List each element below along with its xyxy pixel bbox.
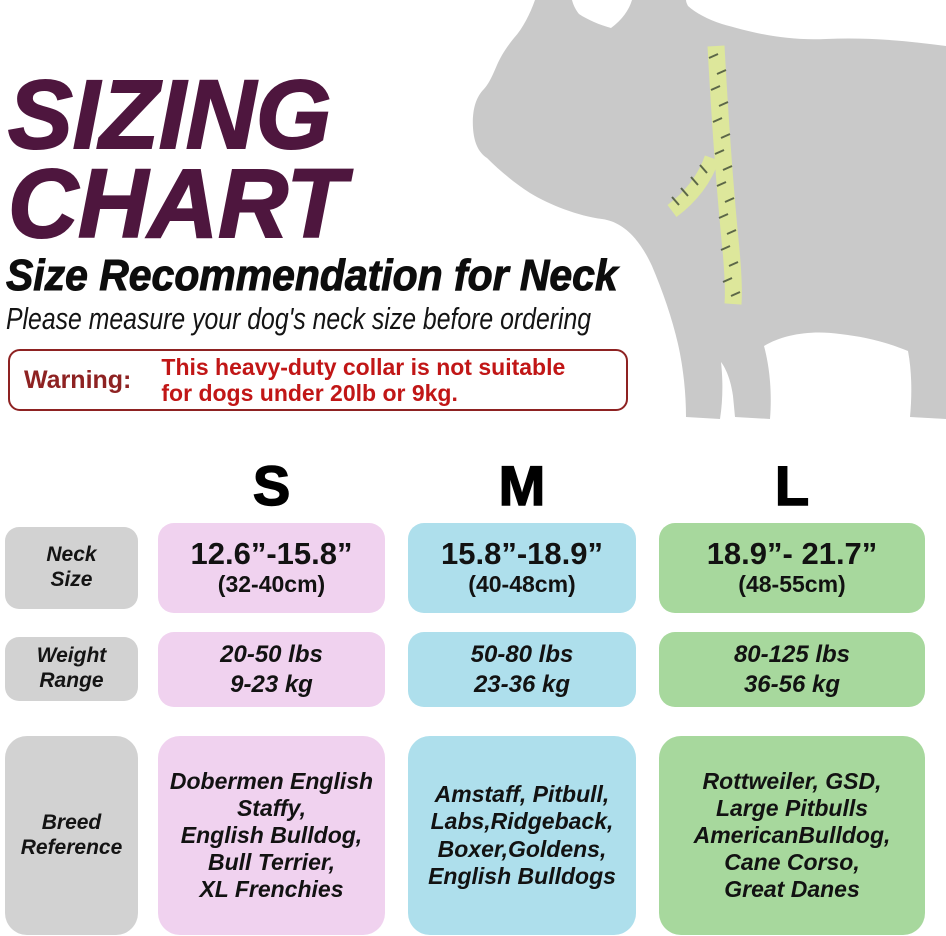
- dog-body-shape: [472, 0, 946, 419]
- breed-list-s: Dobermen English Staffy, English Bulldog…: [169, 767, 374, 903]
- column-header-m: M: [498, 453, 546, 518]
- breed-reference-row: Breed Reference Dobermen English Staffy,…: [0, 736, 946, 935]
- breed-cell-l: Rottweiler, GSD, Large Pitbulls American…: [659, 736, 925, 935]
- warning-text: This heavy-duty collar is not suitable f…: [161, 353, 566, 406]
- breed-list-l: Rottweiler, GSD, Large Pitbulls American…: [693, 767, 891, 903]
- neck-size-row: Neck Size 12.6”-15.8” (32-40cm) 15.8”-18…: [0, 523, 946, 613]
- weight-value-s: 20-50 lbs 9-23 kg: [220, 640, 323, 698]
- neck-size-cm-m: (40-48cm): [468, 571, 576, 598]
- warning-label: Warning:: [24, 365, 132, 394]
- dog-silhouette-image: [472, 0, 946, 419]
- neck-size-inches-l: 18.9”- 21.7”: [706, 535, 878, 571]
- tape-main-strip: [707, 45, 742, 305]
- weight-value-m: 50-80 lbs 23-36 kg: [470, 640, 574, 698]
- row-label-weight-range: Weight Range: [5, 637, 138, 701]
- weight-range-row: Weight Range 20-50 lbs 9-23 kg 50-80 lbs…: [0, 632, 946, 707]
- weight-value-l: 80-125 lbs 36-56 kg: [733, 640, 851, 698]
- row-label-breed-reference: Breed Reference: [5, 736, 138, 935]
- page-title: SIZING CHART: [7, 60, 347, 259]
- neck-size-inches-s: 12.6”-15.8”: [190, 535, 353, 571]
- neck-size-cell-s: 12.6”-15.8” (32-40cm): [158, 523, 385, 613]
- measuring-tape: [667, 45, 742, 305]
- weight-cell-s: 20-50 lbs 9-23 kg: [158, 632, 385, 707]
- page-title-line1: SIZING: [7, 60, 332, 169]
- neck-size-cell-m: 15.8”-18.9” (40-48cm): [408, 523, 636, 613]
- weight-cell-m: 50-80 lbs 23-36 kg: [408, 632, 636, 707]
- column-header-l: L: [774, 453, 810, 518]
- breed-list-m: Amstaff, Pitbull, Labs,Ridgeback, Boxer,…: [428, 781, 616, 889]
- page-title-line2: CHART: [7, 149, 347, 259]
- subtitle: Size Recommendation for Neck: [6, 251, 619, 301]
- tagline: Please measure your dog's neck size befo…: [6, 301, 592, 336]
- neck-size-cell-l: 18.9”- 21.7” (48-55cm): [659, 523, 925, 613]
- neck-size-inches-m: 15.8”-18.9”: [441, 535, 603, 571]
- weight-cell-l: 80-125 lbs 36-56 kg: [659, 632, 925, 707]
- breed-cell-s: Dobermen English Staffy, English Bulldog…: [158, 736, 385, 935]
- breed-cell-m: Amstaff, Pitbull, Labs,Ridgeback, Boxer,…: [408, 736, 636, 935]
- neck-size-cm-l: (48-55cm): [738, 571, 846, 598]
- warning-box: Warning: This heavy-duty collar is not s…: [8, 349, 628, 411]
- column-header-s: S: [252, 453, 291, 518]
- row-label-neck-size: Neck Size: [5, 527, 138, 609]
- tape-branch-strip: [667, 155, 720, 217]
- neck-size-cm-s: (32-40cm): [217, 571, 326, 598]
- tape-tick-marks: [671, 53, 741, 297]
